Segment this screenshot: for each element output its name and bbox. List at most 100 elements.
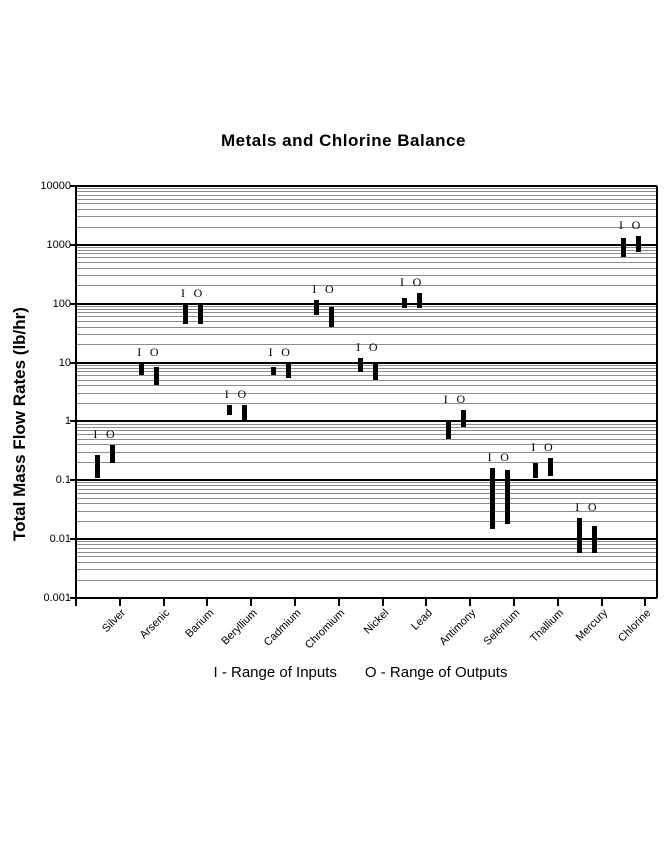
minor-gridline <box>76 253 657 255</box>
minor-gridline <box>76 541 657 543</box>
minor-gridline <box>76 482 657 484</box>
bar-label-output-arsenic: O <box>149 344 159 359</box>
y-axis-tick <box>70 420 76 423</box>
minor-gridline <box>76 451 657 453</box>
y-axis-tick-label: 100 <box>52 297 71 310</box>
y-axis-tick <box>70 361 76 364</box>
x-axis-label-chlorine: Chlorine <box>616 607 654 645</box>
x-axis-label-barium: Barium <box>182 607 216 641</box>
minor-gridline <box>76 510 657 512</box>
minor-gridline <box>76 194 657 196</box>
minor-gridline <box>76 257 657 259</box>
range-bar-output-barium <box>198 304 203 324</box>
major-gridline <box>76 302 657 305</box>
minor-gridline <box>76 444 657 446</box>
minor-gridline <box>76 485 657 487</box>
minor-gridline <box>76 520 657 522</box>
major-gridline <box>76 479 657 482</box>
x-axis-tick <box>118 599 121 606</box>
minor-gridline <box>76 367 657 369</box>
bar-label-input-selenium: I <box>487 450 492 465</box>
minor-gridline <box>76 262 657 264</box>
minor-gridline <box>76 426 657 428</box>
range-bar-input-lead <box>402 298 407 309</box>
minor-gridline <box>76 462 657 464</box>
x-axis-tick <box>162 599 165 606</box>
range-bar-input-antimony <box>445 421 451 439</box>
range-bar-input-silver <box>95 454 101 478</box>
major-gridline <box>76 538 657 541</box>
minor-gridline <box>76 503 657 505</box>
bar-label-input-beryllium: I <box>224 387 229 402</box>
minor-gridline <box>76 556 657 558</box>
bar-label-output-lead: O <box>412 275 422 289</box>
y-axis-line <box>75 186 77 598</box>
range-bar-output-chlorine <box>636 235 641 252</box>
minor-gridline <box>76 497 657 499</box>
y-axis-tick-label: 1 <box>64 415 71 428</box>
minor-gridline <box>76 551 657 553</box>
minor-gridline <box>76 216 657 218</box>
range-bar-input-chlorine <box>621 237 626 258</box>
minor-gridline <box>76 208 657 210</box>
x-axis-label-arsenic: Arsenic <box>137 607 173 642</box>
x-axis-label-mercury: Mercury <box>573 607 611 644</box>
minor-gridline <box>76 267 657 269</box>
minor-gridline <box>76 403 657 405</box>
minor-gridline <box>76 488 657 490</box>
range-bar-output-selenium <box>504 469 510 525</box>
bar-label-output-antimony: O <box>456 392 466 407</box>
range-bar-output-mercury <box>592 525 598 554</box>
minor-gridline <box>76 191 657 193</box>
minor-gridline <box>76 326 657 328</box>
range-bar-input-cadmium <box>270 367 276 375</box>
x-axis-label-thallium: Thallium <box>528 607 567 645</box>
minor-gridline <box>76 385 657 387</box>
major-gridline <box>76 420 657 423</box>
minor-gridline <box>76 544 657 546</box>
bar-label-input-chlorine: I <box>619 217 623 232</box>
bar-label-input-barium: I <box>181 286 185 301</box>
major-gridline <box>76 243 657 246</box>
minor-gridline <box>76 392 657 394</box>
minor-gridline <box>76 275 657 277</box>
bar-label-input-arsenic: I <box>137 344 142 359</box>
bar-label-output-barium: O <box>193 286 203 301</box>
y-axis-tick <box>70 538 76 541</box>
x-axis-label-nickel: Nickel <box>361 607 392 637</box>
bar-label-input-thallium: I <box>531 439 536 454</box>
range-bar-input-selenium <box>489 468 495 529</box>
chart-title: Metals and Chlorine Balance <box>221 131 466 150</box>
x-axis-tick <box>425 599 428 606</box>
range-bar-input-chromium <box>314 299 320 316</box>
y-axis-tick <box>70 479 76 482</box>
bar-label-input-silver: I <box>93 426 98 441</box>
x-axis-tick <box>469 599 472 606</box>
bar-label-output-chlorine: O <box>631 217 641 232</box>
range-bar-output-lead <box>417 293 422 309</box>
y-axis-tick-label: 10000 <box>40 180 71 192</box>
x-axis-tick <box>556 599 559 606</box>
minor-gridline <box>76 423 657 425</box>
major-gridline <box>76 361 657 364</box>
minor-gridline <box>76 250 657 252</box>
range-bar-output-arsenic <box>154 367 160 385</box>
legend: I - Range of Inputs O - Range of Outputs <box>0 664 671 681</box>
minor-gridline <box>76 375 657 377</box>
x-axis-tick <box>294 599 296 606</box>
y-axis-tick-label: 0.001 <box>43 592 71 604</box>
minor-gridline <box>76 547 657 549</box>
x-axis-label-cadmium: Cadmium <box>261 607 304 649</box>
x-axis-label-antimony: Antimony <box>437 607 479 648</box>
range-bar-output-cadmium <box>285 362 291 378</box>
range-bar-output-thallium <box>548 457 554 476</box>
minor-gridline <box>76 203 657 205</box>
legend-outputs-label: O - Range of Outputs <box>364 664 508 681</box>
minor-gridline <box>76 333 657 335</box>
x-axis-label-selenium: Selenium <box>481 607 523 648</box>
minor-gridline <box>76 430 657 432</box>
minor-gridline <box>76 579 657 581</box>
bar-label-input-cadmium: I <box>268 344 273 359</box>
